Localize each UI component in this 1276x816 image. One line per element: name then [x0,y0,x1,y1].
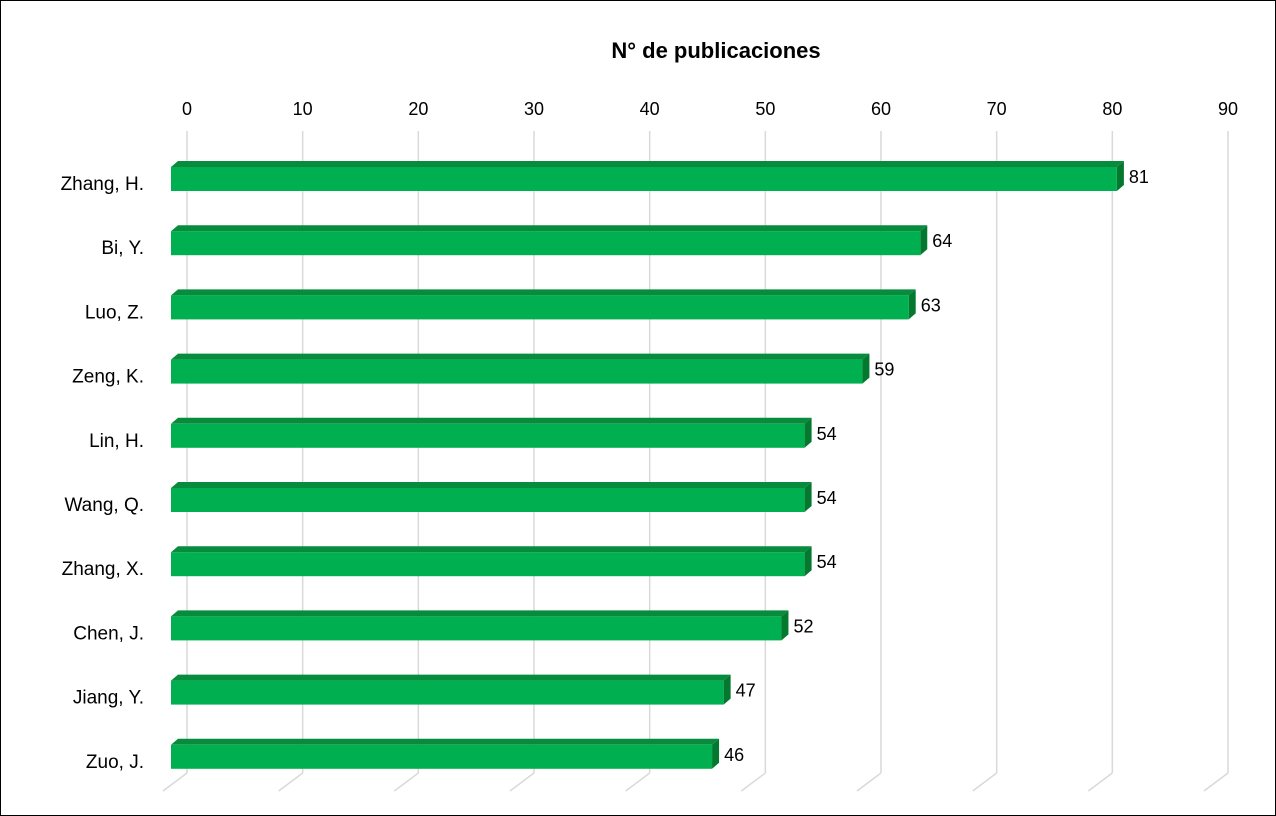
x-tick-label: 90 [1218,99,1238,119]
gridline-floor [856,772,882,792]
x-axis-ticks: 0 10 20 30 40 50 60 70 80 90 [182,99,1238,119]
x-tick-label: 0 [182,99,192,119]
bar-top-face [171,225,928,232]
bar-front-face [171,167,1117,191]
bar-front-face [171,680,724,705]
bar [171,482,812,512]
x-tick-label: 20 [408,99,428,119]
gridline-floor [393,772,419,792]
category-label: Bi, Y. [101,238,144,259]
gridline-floor [625,772,651,792]
gridline-floor [1203,772,1229,792]
bar [171,546,812,577]
x-tick-label: 50 [755,99,775,119]
category-label: Zhang, H. [61,174,144,195]
data-label: 54 [817,488,837,508]
category-label: Jiang, Y. [73,688,144,709]
data-label: 64 [932,231,952,251]
data-label: 81 [1129,167,1149,187]
bar [171,353,870,384]
bar-top-face [171,738,720,745]
bar-top-face [171,417,812,424]
chart-title: N° de publicaciones [611,38,820,63]
bar-top-face [171,610,789,617]
bar-top-face [171,161,1124,167]
gridline-floor [972,772,998,792]
bar-side-face [908,289,916,320]
bar-front-face [171,359,863,384]
x-tick-label: 30 [524,99,544,119]
bar [171,289,916,320]
x-tick-label: 10 [293,99,313,119]
category-label: Zuo, J. [86,752,144,773]
bar-side-face [804,482,812,512]
data-label: 63 [921,295,941,315]
gridline-floor [278,772,304,792]
x-tick-label: 40 [640,99,660,119]
bar-front-face [171,488,805,512]
x-tick-label: 60 [871,99,891,119]
bar-side-face [781,610,789,641]
bar-front-face [171,744,713,769]
bar-top-face [171,289,916,296]
bars [171,161,1124,769]
gridline-floor [1087,772,1113,792]
x-tick-label: 80 [1102,99,1122,119]
bar-top-face [171,482,812,488]
data-label: 54 [817,424,837,444]
bar-side-face [862,353,870,384]
bar-front-face [171,616,782,641]
gridline-floor [509,772,535,792]
bar [171,161,1124,191]
bar-front-face [171,423,805,448]
category-label: Chen, J. [73,623,144,644]
gridline-floor [162,772,188,792]
category-labels: Zhang, H. Bi, Y. Luo, Z. Zeng, K. Lin, H. Wan… [61,174,144,773]
bar-side-face [804,546,812,577]
bar-top-face [171,674,731,681]
bar-front-face [171,231,921,256]
gridline-floor [740,772,766,792]
bar-front-face [171,552,805,577]
bar [171,674,731,705]
bar-top-face [171,353,870,360]
bar-side-face [712,738,720,769]
bar [171,738,720,769]
category-label: Zhang, X. [62,559,144,580]
category-label: Luo, Z. [85,302,144,323]
bar-side-face [804,417,812,448]
bar-side-face [1116,161,1124,191]
data-label: 47 [736,681,756,701]
data-label: 52 [793,616,813,636]
bar [171,225,928,256]
x-tick-label: 70 [987,99,1007,119]
category-label: Lin, H. [89,431,144,452]
category-label: Zeng, K. [72,367,144,388]
bar-side-face [920,225,928,256]
category-label: Wang, Q. [64,495,144,516]
bar [171,417,812,448]
data-labels: 81 64 63 59 54 54 54 52 47 46 [724,167,1149,765]
bar-front-face [171,295,909,320]
data-label: 54 [817,552,837,572]
bar [171,610,789,641]
data-label: 59 [874,360,894,380]
bar-side-face [723,674,731,705]
data-label: 46 [724,745,744,765]
bar-top-face [171,546,812,553]
